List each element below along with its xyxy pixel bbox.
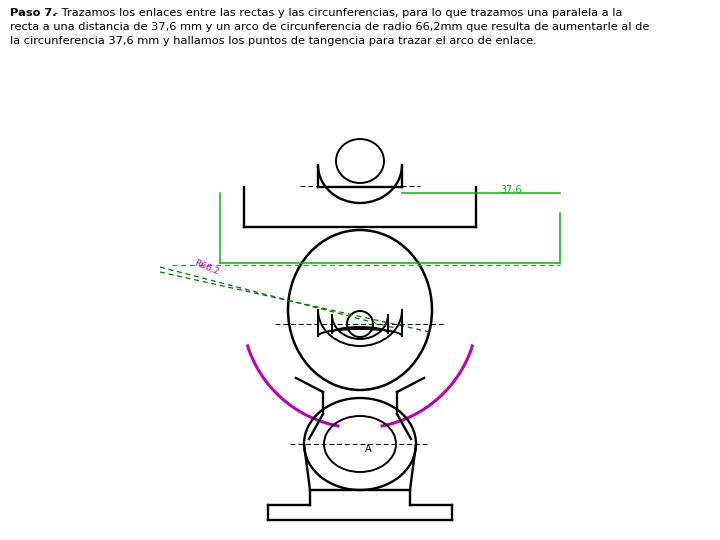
Text: la circunferencia 37,6 mm y hallamos los puntos de tangencia para trazar el arco: la circunferencia 37,6 mm y hallamos los… <box>10 36 536 46</box>
Text: Paso 7.: Paso 7. <box>10 8 57 18</box>
Text: R66,2: R66,2 <box>193 259 220 277</box>
Text: A: A <box>365 444 372 454</box>
Text: - Trazamos los enlaces entre las rectas y las circunferencias, para lo que traza: - Trazamos los enlaces entre las rectas … <box>54 8 622 18</box>
Text: recta a una distancia de 37,6 mm y un arco de circunferencia de radio 66,2mm que: recta a una distancia de 37,6 mm y un ar… <box>10 22 649 32</box>
Text: 37,6: 37,6 <box>500 185 521 195</box>
